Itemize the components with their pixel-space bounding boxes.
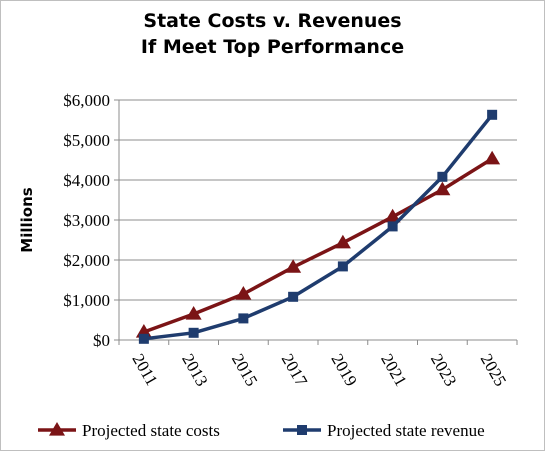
data-point <box>334 234 351 249</box>
legend-item: Projected state revenue <box>283 421 485 440</box>
gridlines <box>119 99 517 301</box>
data-point <box>384 208 401 223</box>
legend-label: Projected state costs <box>82 421 220 440</box>
legend-item: Projected state costs <box>38 421 220 440</box>
data-point <box>285 259 302 273</box>
data-point <box>484 150 501 165</box>
legend-marker <box>49 422 65 436</box>
data-point <box>238 313 249 324</box>
x-tick-label: 2013 <box>178 351 211 390</box>
chart-title-line2: If Meet Top Performance <box>140 36 405 58</box>
legend-label: Projected state revenue <box>327 421 485 440</box>
legend-marker <box>297 425 307 435</box>
x-tick-label: 2023 <box>427 351 460 390</box>
x-tick-label: 2025 <box>477 351 510 390</box>
y-tick-label: $4,000 <box>63 171 110 190</box>
data-point <box>437 171 448 182</box>
y-tick-label: $6,000 <box>63 91 110 110</box>
y-axis-label: Millions <box>18 187 36 252</box>
x-tick-label: 2011 <box>128 351 161 389</box>
x-tick-label: 2017 <box>278 351 312 390</box>
x-tick-label: 2021 <box>377 351 410 390</box>
series-revenue <box>138 109 498 344</box>
series-line <box>143 157 494 334</box>
chart-title: State Costs v. Revenues If Meet Top Perf… <box>0 8 545 60</box>
data-point <box>487 109 498 120</box>
y-tick-label: $2,000 <box>63 251 110 270</box>
series-line <box>143 113 494 341</box>
legend: Projected state costs Projected state rev… <box>38 421 485 440</box>
y-tick-label: $1,000 <box>63 291 110 310</box>
data-point <box>185 306 202 320</box>
data-point <box>337 261 348 272</box>
chart-title-line1: State Costs v. Revenues <box>143 10 402 32</box>
data-point <box>235 286 252 300</box>
series-group <box>135 109 501 344</box>
data-point <box>434 181 451 196</box>
axes <box>114 99 518 345</box>
data-point <box>188 327 199 338</box>
data-point <box>387 221 398 232</box>
data-point <box>138 333 149 344</box>
x-tick-label: 2015 <box>228 351 261 390</box>
x-tick-labels: 2011 2013 2015 2017 2019 2021 2023 2025 <box>128 351 510 390</box>
x-tick-label: 2019 <box>327 351 360 390</box>
data-point <box>288 291 299 302</box>
y-tick-labels: $0 $1,000 $2,000 $3,000 $4,000 $5,000 $6,000 <box>63 91 110 350</box>
y-tick-label: $0 <box>93 331 110 350</box>
y-tick-label: $5,000 <box>63 131 110 150</box>
y-tick-label: $3,000 <box>63 211 110 230</box>
